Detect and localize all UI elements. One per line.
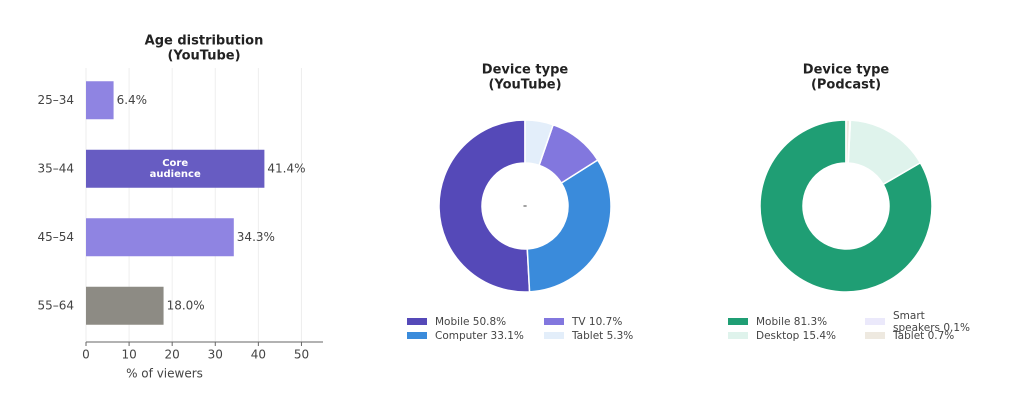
chart-title: Device type bbox=[482, 63, 569, 78]
donut-slice bbox=[759, 119, 933, 293]
legend-swatch bbox=[407, 332, 427, 339]
y-tick-label: 35–44 bbox=[37, 161, 74, 175]
x-tick-label: 50 bbox=[294, 348, 309, 362]
legend-label: TV 10.7% bbox=[571, 316, 622, 328]
legend-swatch bbox=[865, 332, 885, 339]
chart-subtitle: (Podcast) bbox=[811, 78, 881, 93]
legend-swatch bbox=[728, 332, 748, 339]
legend-swatch bbox=[544, 332, 564, 339]
y-tick-label: 45–54 bbox=[37, 230, 74, 244]
x-axis-label: % of viewers bbox=[126, 367, 203, 381]
y-tick-label: 55–64 bbox=[37, 298, 74, 312]
legend-label: Desktop 15.4% bbox=[756, 330, 836, 342]
y-tick-label: 25–34 bbox=[37, 93, 74, 107]
legend-label: Mobile 50.8% bbox=[435, 316, 506, 328]
x-tick-label: 40 bbox=[251, 348, 266, 362]
bar bbox=[86, 286, 164, 325]
bar bbox=[86, 218, 234, 257]
x-tick-label: 0 bbox=[82, 348, 90, 362]
chart-subtitle: (YouTube) bbox=[167, 49, 240, 64]
value-label: 34.3% bbox=[237, 230, 275, 244]
chart-subtitle: (YouTube) bbox=[488, 78, 561, 93]
legend-label: Mobile 81.3% bbox=[756, 316, 827, 328]
donut-slice bbox=[526, 158, 612, 293]
value-label: 41.4% bbox=[267, 161, 305, 175]
x-tick-label: 30 bbox=[208, 348, 223, 362]
legend-swatch bbox=[407, 318, 427, 325]
legend-swatch bbox=[544, 318, 564, 325]
legend-label: Tablet 5.3% bbox=[571, 330, 633, 342]
legend-label: Computer 33.1% bbox=[435, 330, 524, 342]
donut-slice bbox=[524, 119, 555, 167]
chart-title: Age distribution bbox=[145, 34, 264, 49]
value-label: 6.4% bbox=[117, 93, 148, 107]
donut-slice bbox=[845, 119, 851, 164]
legend-label: Smart bbox=[893, 310, 925, 322]
legend-swatch bbox=[865, 318, 885, 325]
bar-annotation: Core bbox=[162, 158, 188, 169]
center-label: - bbox=[523, 199, 527, 213]
x-tick-label: 10 bbox=[121, 348, 136, 362]
bar-annotation: audience bbox=[150, 169, 201, 180]
value-label: 18.0% bbox=[167, 298, 205, 312]
legend-swatch bbox=[728, 318, 748, 325]
x-tick-label: 20 bbox=[165, 348, 180, 362]
legend-label: speakers 0.1% bbox=[893, 322, 970, 334]
legend-label: Tablet 0.7% bbox=[892, 330, 954, 342]
bar bbox=[86, 81, 114, 120]
chart-title: Device type bbox=[803, 63, 890, 78]
donut-slice bbox=[438, 119, 531, 293]
bar bbox=[86, 149, 265, 188]
